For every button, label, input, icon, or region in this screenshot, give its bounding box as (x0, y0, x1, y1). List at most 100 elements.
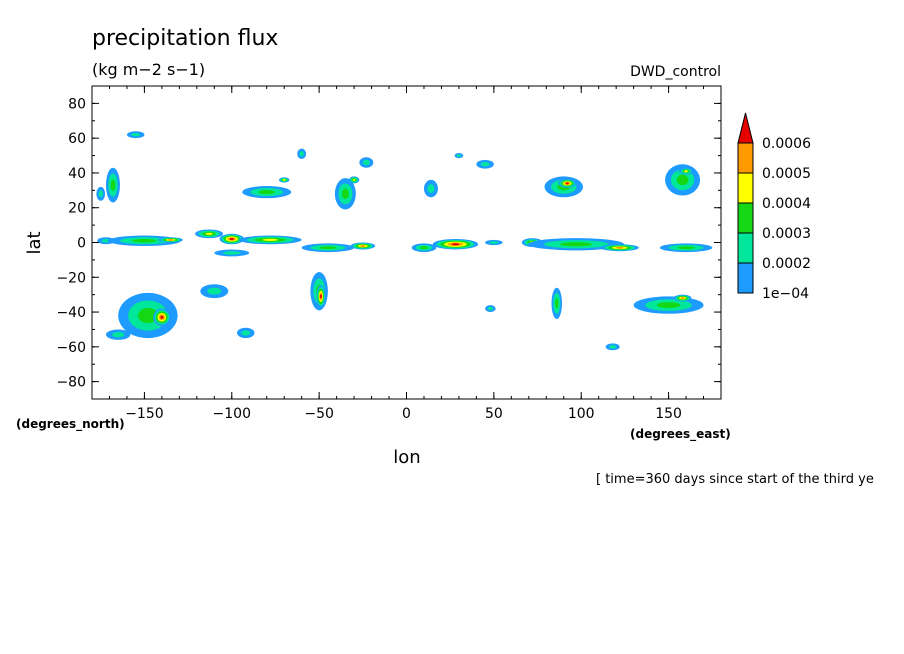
x-tick-label: −100 (213, 406, 251, 422)
precip-contour-level-4 (352, 178, 356, 181)
precip-feature (432, 239, 479, 250)
precip-feature (454, 152, 464, 159)
precip-contour-level-3 (110, 179, 116, 191)
footnote-text: [ time=360 days since start of the third… (596, 472, 874, 487)
precip-feature (105, 167, 120, 203)
precip-feature (158, 237, 183, 243)
y-tick-label: 60 (68, 131, 86, 147)
colorbar-label: 0.0004 (762, 196, 811, 212)
precip-feature (126, 131, 145, 139)
precip-feature (551, 287, 563, 320)
precip-contour-level-2 (131, 132, 141, 137)
precip-contour-level-6 (565, 182, 569, 185)
precip-feature (153, 308, 171, 326)
precip-contour-level-2 (241, 330, 251, 336)
y-axis-units: (degrees_north) (16, 417, 125, 432)
precip-contour-level-6 (451, 243, 460, 246)
precip-feature (673, 294, 692, 302)
colorbar-swatch (737, 262, 754, 294)
colorbar-swatch (737, 142, 754, 174)
run-label: DWD_control (630, 64, 721, 80)
precip-contour-level-2 (207, 287, 222, 295)
colorbar-legend: 1e−04 0.0002 0.0003 0.0004 0.0005 0.0006 (737, 112, 811, 302)
precip-contour-level-2 (456, 154, 462, 157)
precip-contour-level-6 (319, 294, 322, 299)
precip-feature (633, 296, 704, 314)
precip-contour-level-5 (168, 238, 174, 241)
precip-feature (348, 176, 360, 184)
y-axis-label: lat (24, 231, 45, 254)
precip-contour-level-4 (205, 232, 213, 235)
chart-title: precipitation flux (92, 26, 278, 51)
colorbar-swatch (737, 232, 754, 264)
precip-contour-level-2 (609, 345, 617, 349)
precip-feature (278, 177, 290, 183)
precip-contour-level-2 (112, 332, 125, 338)
precip-feature (118, 292, 178, 339)
precip-contour-level-5 (360, 244, 366, 247)
precip-contour-level-3 (676, 174, 689, 186)
y-tick-label: −20 (56, 270, 86, 286)
precip-contour-level-2 (101, 239, 111, 243)
x-axis: −150 −100 −50 0 50 100 150 (91, 86, 722, 422)
precip-contour-level-6 (160, 315, 164, 319)
y-tick-label: −60 (56, 340, 86, 356)
x-tick-label: −150 (125, 406, 163, 422)
precip-feature (558, 179, 576, 188)
precip-contour-level-3 (419, 246, 429, 250)
precipitation-field (96, 131, 713, 351)
colorbar-extend-triangle (737, 112, 754, 144)
precip-feature (476, 159, 494, 169)
x-tick-label: 100 (568, 406, 595, 422)
plot-frame (91, 85, 722, 400)
precip-feature (219, 233, 245, 245)
precip-feature (659, 243, 713, 253)
precip-contour-level-2 (362, 159, 370, 166)
y-tick-label: 0 (77, 236, 86, 252)
colorbar-swatch (737, 202, 754, 234)
precip-feature (334, 178, 356, 210)
precip-feature (96, 186, 106, 201)
colorbar-label: 1e−04 (762, 286, 809, 302)
precip-contour-level-3 (559, 242, 592, 247)
precip-feature (238, 235, 302, 245)
precip-feature (423, 179, 438, 198)
precip-contour-level-3 (555, 298, 559, 309)
precip-feature (411, 243, 437, 253)
colorbar-label: 0.0003 (762, 226, 811, 242)
y-axis: −80 −60 −40 −20 0 20 40 60 80 (56, 85, 721, 400)
precip-contour-level-2 (480, 162, 490, 167)
colorbar-label: 0.0005 (762, 166, 811, 182)
precip-feature (605, 343, 620, 351)
colorbar-label: 0.0006 (762, 136, 811, 152)
precip-feature (214, 249, 250, 257)
precip-feature (527, 238, 625, 251)
x-axis-units: (degrees_east) (630, 427, 731, 442)
precip-contour-level-3 (258, 190, 275, 195)
precip-contour-level-6 (229, 238, 234, 241)
precip-contour-level-2 (489, 241, 499, 244)
precip-contour-level-3 (341, 188, 349, 200)
precip-contour-level-4 (262, 238, 279, 241)
precip-contour-level-2 (223, 251, 241, 255)
y-tick-label: −80 (56, 375, 86, 391)
precip-feature (237, 327, 255, 339)
y-tick-label: 40 (68, 166, 86, 182)
chart-units: (kg m−2 s−1) (92, 60, 205, 79)
precip-feature (316, 285, 326, 308)
y-tick-label: 20 (68, 201, 86, 217)
precip-feature (485, 239, 503, 246)
precip-contour-level-2 (299, 151, 304, 157)
precip-contour-level-4 (282, 178, 286, 181)
precip-contour-level-2 (427, 184, 435, 193)
x-axis-label: lon (393, 447, 420, 468)
colorbar-swatch (737, 172, 754, 204)
precip-feature (297, 148, 307, 160)
precip-contour-level-3 (677, 246, 695, 250)
precip-contour-level-3 (656, 302, 681, 308)
precip-contour-level-2 (487, 306, 493, 311)
precip-contour-level-2 (98, 190, 103, 198)
precip-feature (350, 242, 376, 250)
precip-feature (485, 305, 496, 313)
precip-contour-level-3 (319, 246, 337, 250)
